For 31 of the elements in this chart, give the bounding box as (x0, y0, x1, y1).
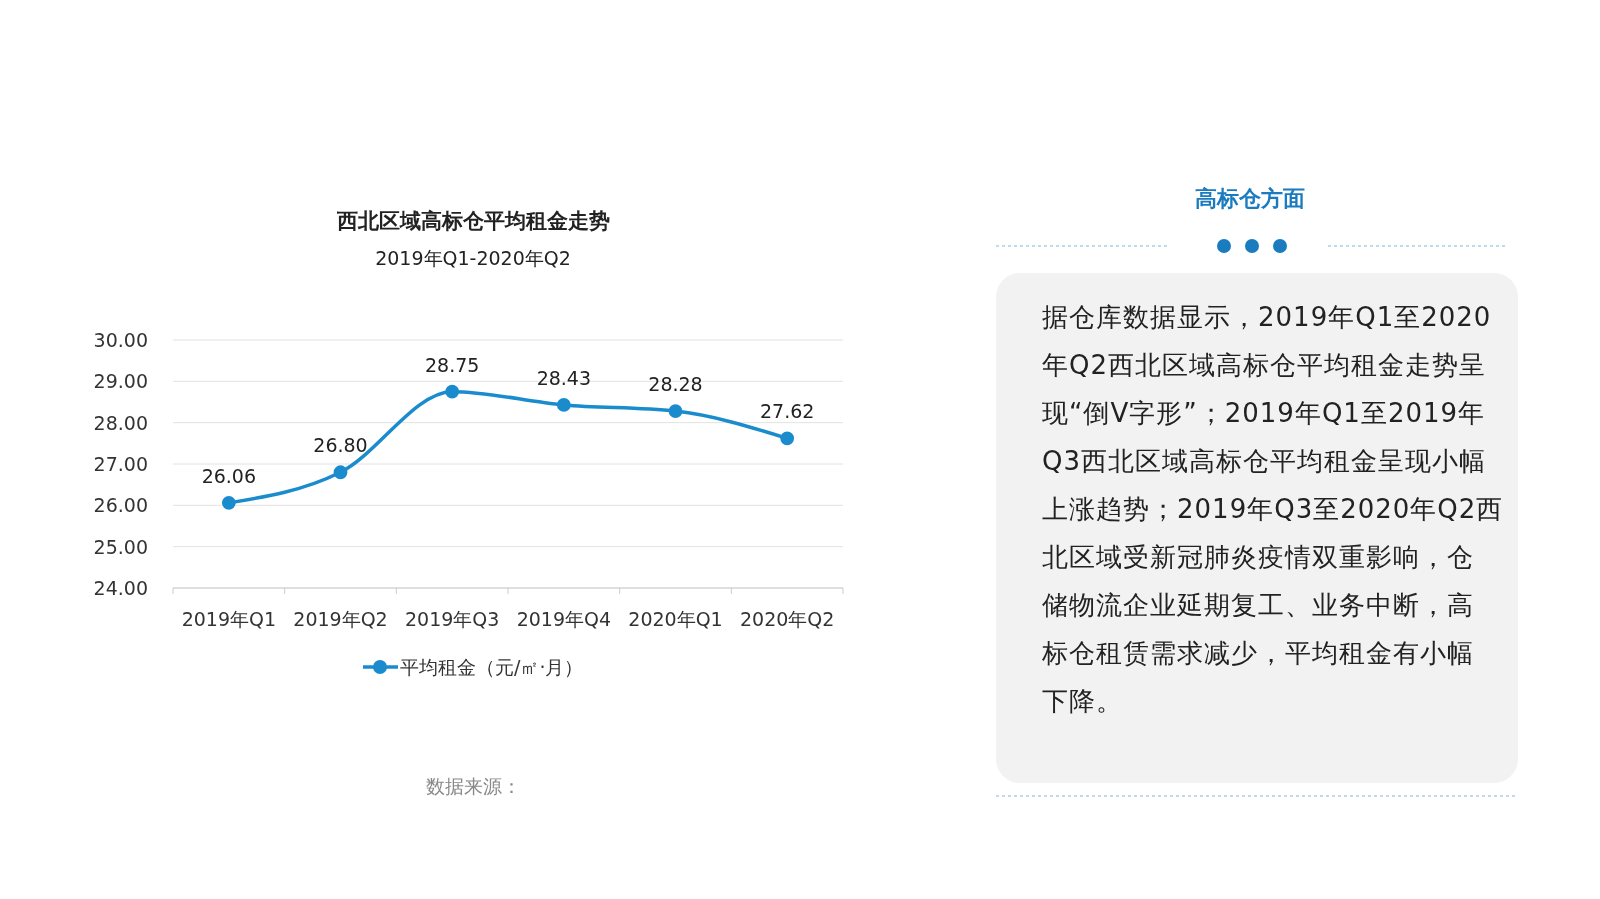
point (668, 404, 683, 418)
y-tick-label: 29.00 (93, 370, 148, 393)
x-tick-label: 2019年Q3 (404, 608, 500, 630)
x-tick-label: 2019年Q1 (181, 608, 277, 630)
text: 据仓库数据显示，2019年Q1至2020年Q2西北区域高标仓平均租金走势呈现“倒V字形”；2019年Q1至2019年Q3西北区域高标仓平均租金呈现小幅上涨趋势；2019年Q3至2020年Q2西北区域受新冠肺炎疫情双重影响，仓储物流企业延期复工、业务中断，高标仓租赁需求减少，平均租金有小幅下降。 (1042, 302, 1504, 716)
point (780, 431, 795, 446)
y-tick-label: 26.00 (93, 494, 148, 517)
data-label: 28.43 (536, 366, 592, 389)
y-tick-label: 25.00 (93, 535, 148, 558)
point (333, 465, 348, 480)
data-label: 26.80 (313, 434, 368, 457)
data-label: 27.62 (759, 400, 815, 423)
x-tick-label: 2020年Q1 (628, 608, 723, 630)
y-tick-label: 30.00 (93, 329, 148, 351)
chart-title: 西北区域高标仓平均租金走势 (335, 209, 610, 233)
x-tick-label: 2019年Q4 (516, 608, 612, 630)
data-label: 26.06 (201, 464, 257, 487)
text: 高标仓方面 (1195, 186, 1305, 211)
point (445, 384, 460, 399)
point (556, 398, 571, 412)
legend-label: 平均租金（元/㎡·月） (400, 656, 584, 678)
data-label: 28.75 (424, 353, 480, 376)
y-tick-label: 27.00 (93, 453, 148, 475)
x-tick-label: 2020年Q2 (739, 608, 835, 630)
point (221, 495, 236, 510)
y-tick-label: 24.00 (93, 577, 148, 599)
y-tick-label: 28.00 (93, 411, 148, 434)
source-note: 数据来源： (425, 775, 521, 797)
chart-subtitle: 2019年Q1-2020年Q2 (375, 247, 571, 269)
x-tick-label: 2019年Q2 (293, 608, 388, 630)
data-label: 28.28 (648, 373, 703, 396)
